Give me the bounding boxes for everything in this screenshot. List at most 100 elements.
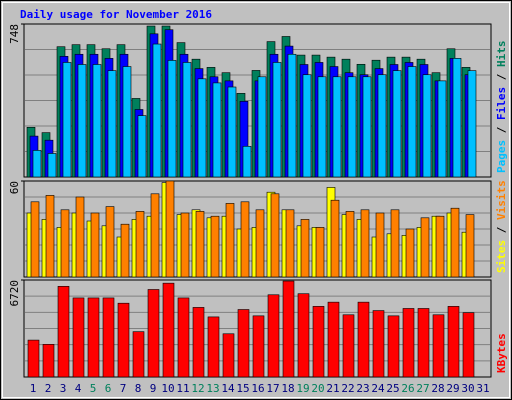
bar: [87, 297, 100, 378]
x-tick-label: 23: [356, 382, 369, 395]
bar: [60, 209, 70, 278]
bar: [117, 302, 130, 378]
bar: [405, 228, 415, 278]
bar: [222, 333, 235, 378]
bar: [377, 74, 387, 178]
bar: [392, 70, 402, 178]
x-tick-label: 21: [326, 382, 339, 395]
y-tick-label: 748: [8, 24, 21, 44]
bar: [120, 223, 130, 278]
x-tick-label: 24: [371, 382, 385, 395]
legend-entry: Files: [495, 87, 508, 120]
legend-separator: /: [495, 120, 508, 140]
y-tick-label: 6720: [8, 280, 21, 307]
x-tick-label: 22: [341, 382, 354, 395]
bar: [270, 193, 280, 278]
legend-entry: Pages: [495, 140, 508, 173]
x-tick-label: 31: [476, 382, 489, 395]
bar: [210, 215, 220, 278]
bar: [287, 53, 297, 178]
bar: [347, 76, 357, 178]
bar: [432, 314, 445, 378]
legend-entry: Visits: [495, 180, 508, 220]
bar: [147, 289, 160, 378]
bar: [257, 76, 267, 178]
bar: [242, 146, 252, 178]
x-tick-label: 27: [416, 382, 429, 395]
x-tick-label: 20: [311, 382, 324, 395]
bar: [407, 66, 417, 178]
bar: [357, 301, 370, 378]
x-tick-label: 17: [266, 382, 279, 395]
bar: [152, 43, 162, 178]
bar: [225, 203, 235, 278]
bar: [45, 195, 55, 278]
bar: [435, 215, 445, 278]
bar: [75, 196, 85, 278]
bar: [162, 282, 175, 378]
legend-entry: KBytes: [495, 333, 508, 373]
bar: [135, 211, 145, 278]
bar: [92, 64, 102, 178]
chart-title: Daily usage for November 2016: [20, 8, 212, 21]
legend-entry: Hits: [495, 41, 508, 68]
bar: [30, 201, 40, 278]
bar: [177, 297, 190, 378]
bar: [317, 76, 327, 178]
legend-entry: Sites: [495, 240, 508, 273]
bar: [182, 62, 192, 178]
bar: [375, 212, 385, 278]
bar: [77, 64, 87, 178]
y-tick-label: 60: [8, 181, 21, 194]
bar: [27, 339, 40, 378]
bar: [227, 86, 237, 178]
legend: KBytes: [495, 333, 508, 373]
bar: [315, 227, 325, 278]
bar: [240, 201, 250, 278]
bar: [297, 293, 310, 378]
x-tick-label: 9: [150, 382, 157, 395]
bar: [452, 58, 462, 178]
x-tick-label: 2: [45, 382, 52, 395]
x-tick-label: 29: [446, 382, 459, 395]
x-tick-label: 11: [176, 382, 189, 395]
x-tick-label: 15: [236, 382, 249, 395]
bar: [422, 74, 432, 178]
bar: [180, 212, 190, 278]
bar: [165, 180, 175, 278]
bar: [102, 297, 115, 378]
bar: [267, 294, 280, 378]
x-tick-label: 10: [161, 382, 174, 395]
bar: [32, 150, 42, 178]
bar: [302, 74, 312, 178]
bar: [362, 76, 372, 178]
bar: [237, 309, 250, 378]
x-tick-label: 26: [401, 382, 414, 395]
bar: [332, 76, 342, 178]
bar: [467, 70, 477, 178]
bar: [72, 297, 85, 378]
x-tick-label: 13: [206, 382, 219, 395]
bar: [437, 80, 447, 178]
x-tick-label: 28: [431, 382, 444, 395]
bar: [132, 331, 145, 378]
bar: [212, 82, 222, 178]
bar: [330, 199, 340, 278]
x-tick-label: 1: [30, 382, 37, 395]
bar: [122, 66, 132, 178]
x-tick-label: 8: [135, 382, 142, 395]
bar: [167, 60, 177, 178]
bar: [252, 315, 265, 378]
x-tick-label: 25: [386, 382, 399, 395]
bar: [150, 193, 160, 278]
bar: [402, 308, 415, 378]
x-tick-label: 6: [105, 382, 112, 395]
bar: [62, 62, 72, 178]
bar: [197, 78, 207, 178]
bar: [420, 217, 430, 278]
bar: [462, 312, 475, 378]
bar: [137, 115, 147, 178]
bar: [372, 310, 385, 378]
bar: [285, 209, 295, 278]
